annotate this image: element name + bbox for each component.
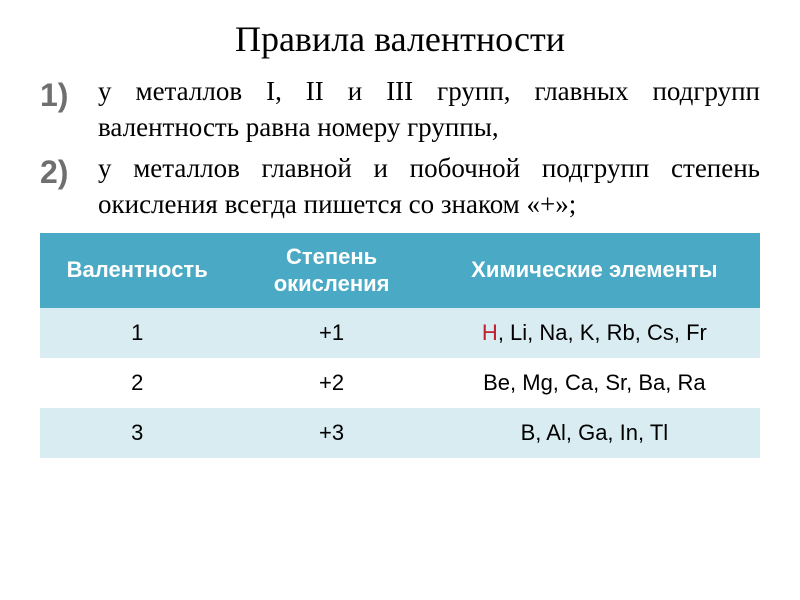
slide-container: Правила валентности у металлов I, II и I… — [0, 0, 800, 458]
col-header-elements: Химические элементы — [429, 233, 760, 308]
cell-oxidation: +2 — [234, 358, 428, 408]
rule-item: у металлов главной и побочной подгрупп с… — [40, 151, 760, 222]
table-row: 3 +3 B, Al, Ga, In, Tl — [40, 408, 760, 458]
table-row: 1 +1 H, Li, Na, K, Rb, Cs, Fr — [40, 308, 760, 358]
elements-rest: , Li, Na, K, Rb, Cs, Fr — [498, 320, 707, 345]
table-row: 2 +2 Be, Mg, Ca, Sr, Ba, Ra — [40, 358, 760, 408]
rules-list: у металлов I, II и III групп, главных по… — [40, 74, 760, 223]
cell-elements: B, Al, Ga, In, Tl — [429, 408, 760, 458]
cell-elements: H, Li, Na, K, Rb, Cs, Fr — [429, 308, 760, 358]
col-header-oxidation: Степень окисления — [234, 233, 428, 308]
cell-oxidation: +1 — [234, 308, 428, 358]
cell-valence: 1 — [40, 308, 234, 358]
col-header-valence: Валентность — [40, 233, 234, 308]
cell-valence: 3 — [40, 408, 234, 458]
cell-valence: 2 — [40, 358, 234, 408]
rule-item: у металлов I, II и III групп, главных по… — [40, 74, 760, 145]
valency-table: Валентность Степень окисления Химические… — [40, 233, 760, 458]
highlight-element: H — [482, 320, 498, 345]
cell-oxidation: +3 — [234, 408, 428, 458]
cell-elements: Be, Mg, Ca, Sr, Ba, Ra — [429, 358, 760, 408]
table-header-row: Валентность Степень окисления Химические… — [40, 233, 760, 308]
page-title: Правила валентности — [40, 18, 760, 60]
